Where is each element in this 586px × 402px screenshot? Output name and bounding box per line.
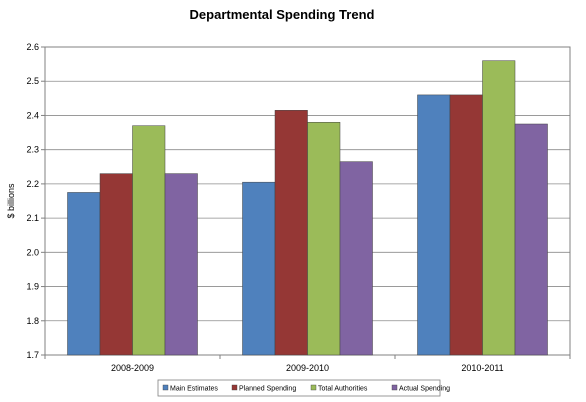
legend-swatch [310,384,317,391]
y-tick-label: 2.6 [26,42,39,52]
legend-swatch [391,384,398,391]
bars [67,60,548,356]
legend-label: Planned Spending [239,386,296,393]
y-axis: 1.7 1.8 1.9 2.0 2.1 2.2 2.3 2.4 2.5 2.6 [26,42,45,360]
y-tick-label: 2.2 [26,179,39,189]
legend-label: Total Authorities [318,386,368,393]
legend [157,379,441,397]
y-tick-label: 2.1 [26,213,39,223]
bar-actual-spending [164,173,198,356]
bar-planned-spending [274,110,308,356]
x-axis: 2008-2009 2009-2010 2010-2011 [44,355,571,373]
x-tick-label: 2008-2009 [111,363,154,373]
bar-actual-spending [514,123,548,356]
bar-planned-spending [99,173,133,356]
legend-label: Main Estimates [170,386,218,393]
bar-main-estimates [242,181,276,356]
bar-main-estimates [67,192,101,356]
bar-planned-spending [449,94,483,356]
y-tick-label: 1.7 [26,350,39,360]
y-tick-label: 2.0 [26,247,39,257]
bar-actual-spending [339,161,373,356]
y-tick-label: 2.4 [26,110,39,120]
bar-total-authorities [307,122,341,356]
legend-items: Main Estimates Planned Spending Total Auth… [162,384,450,393]
y-tick-label: 1.8 [26,316,39,326]
bar-main-estimates [417,94,451,356]
y-axis-label: $ billions [6,183,16,219]
bar-total-authorities [482,60,516,356]
y-tick-label: 2.5 [26,76,39,86]
y-tick-label: 2.3 [26,145,39,155]
legend-label: Actual Spending [399,386,450,393]
legend-swatch [162,384,169,391]
x-tick-label: 2009-2010 [286,363,329,373]
chart-title: Departmental Spending Trend [190,7,375,22]
legend-swatch [231,384,238,391]
bar-total-authorities [132,125,166,356]
x-tick-label: 2010-2011 [461,363,503,373]
y-tick-label: 1.9 [26,282,39,292]
